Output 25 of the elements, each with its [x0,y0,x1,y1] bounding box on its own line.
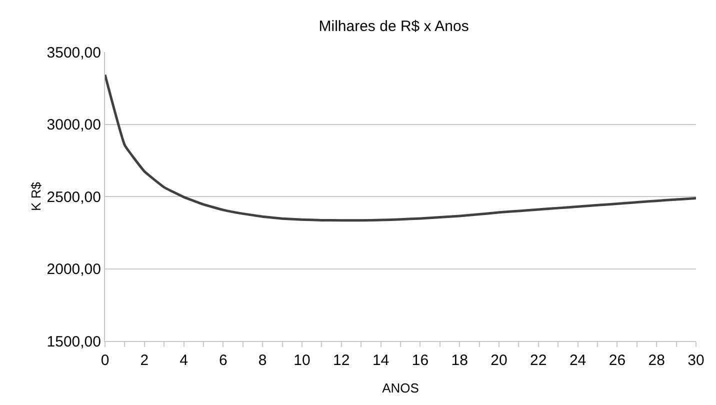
y-tick-label: 3000,00 [46,116,101,134]
x-tick-label: 20 [490,352,508,369]
y-axis-title: K R$ [28,181,44,211]
y-tick-label: 2000,00 [46,261,101,278]
x-tick-label: 30 [688,352,704,369]
x-tick-label: 18 [451,352,468,369]
x-tick-label: 14 [372,352,390,369]
line-series [105,73,696,222]
x-tick-label: 8 [258,352,267,369]
x-tick-label: 2 [140,352,149,369]
y-tick-label: 3500,00 [46,44,101,62]
x-tick-label: 12 [333,352,350,369]
x-tick-label: 0 [100,352,110,369]
y-tick-label: 1500,00 [46,333,101,350]
x-tick-label: 6 [219,352,228,369]
x-tick-label: 24 [569,352,586,369]
x-axis-title: ANOS [382,380,420,396]
x-tick-label: 26 [608,352,626,369]
x-tick-label: 28 [648,352,665,369]
x-tick-label: 4 [180,352,188,369]
y-tick-label: 2500,00 [46,188,101,206]
x-tick-label: 10 [294,352,310,369]
x-tick-label: 16 [412,352,429,369]
chart-title: Milhares de R$ x Anos [318,18,469,35]
x-tick-label: 22 [530,352,547,369]
